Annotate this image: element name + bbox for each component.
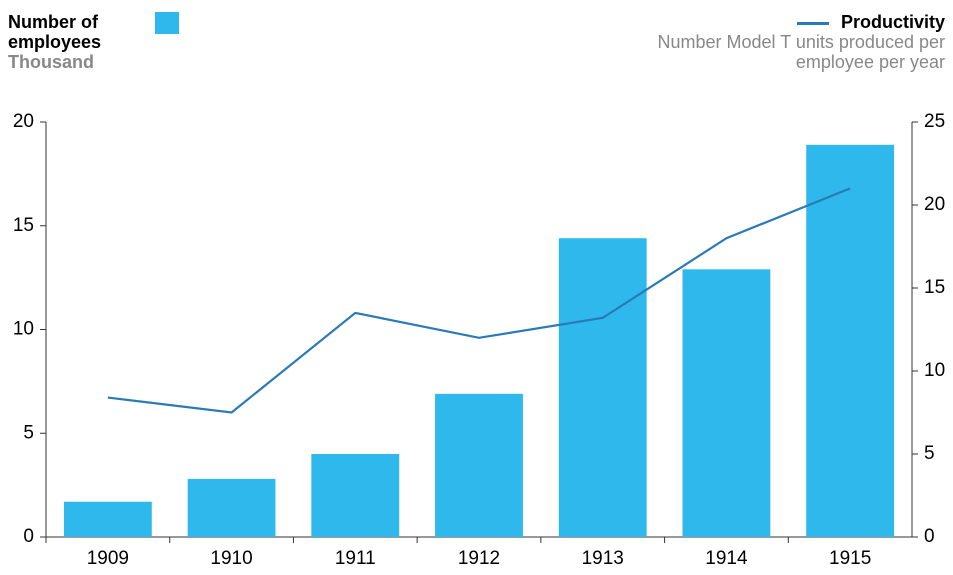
x-tick-label: 1909: [87, 548, 129, 569]
y2-tick-label: 0: [924, 526, 935, 547]
bar: [558, 238, 647, 537]
x-tick-label: 1915: [829, 548, 871, 569]
bar: [187, 478, 276, 537]
left-axis-unit: Thousand: [8, 52, 94, 72]
y2-tick-label: 5: [924, 443, 935, 464]
bar: [806, 144, 895, 537]
x-tick-label: 1912: [458, 548, 500, 569]
right-legend: Productivity Number Model T units produc…: [605, 12, 946, 72]
left-legend: Number of employees Thousand: [8, 12, 138, 72]
x-tick-label: 1910: [210, 548, 252, 569]
x-tick-label: 1911: [335, 548, 376, 569]
bar: [435, 393, 523, 537]
bar: [63, 501, 152, 537]
y2-tick-label: 20: [924, 194, 945, 215]
y-tick-label: 0: [23, 526, 34, 547]
right-axis-unit: Number Model T units produced per employ…: [657, 32, 946, 72]
y2-tick-label: 15: [924, 277, 945, 298]
legend-swatch: [155, 12, 179, 34]
x-tick-label: 1914: [705, 548, 748, 569]
series-name: Productivity: [840, 12, 945, 32]
y-tick-label: 15: [13, 215, 34, 236]
left-axis-title: Number of employees: [8, 12, 102, 52]
bar: [311, 454, 400, 537]
legend-line: [796, 21, 829, 25]
y2-tick-label: 10: [924, 360, 945, 381]
line: [107, 187, 851, 414]
right-axis-title: Productivity: [605, 12, 945, 32]
y2-tick-label: 25: [924, 111, 945, 132]
y-tick-label: 20: [13, 111, 34, 132]
y-tick-label: 5: [23, 422, 34, 443]
bar: [682, 269, 771, 537]
x-tick-label: 1913: [582, 548, 624, 569]
y-tick-label: 10: [13, 319, 34, 340]
